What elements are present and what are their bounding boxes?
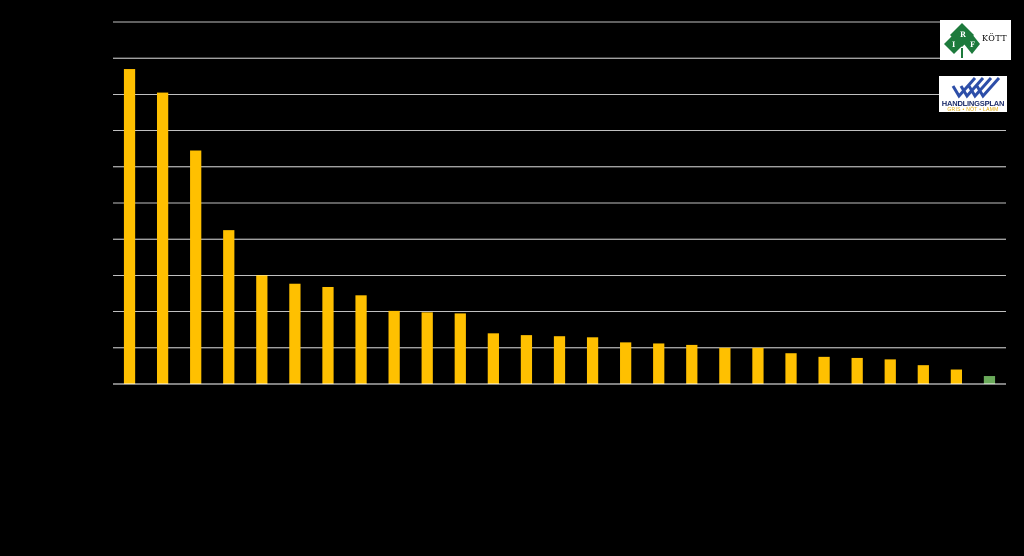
kott-logo-text: KÖTT [982, 34, 1008, 43]
bar [719, 347, 731, 384]
bar [156, 92, 169, 384]
bars [123, 69, 996, 384]
bar-highlight [983, 376, 996, 384]
bar [851, 357, 863, 384]
bar [223, 230, 235, 384]
bar [884, 359, 896, 384]
irf-tree-logo-icon: R I F [944, 23, 980, 58]
bar [454, 313, 466, 384]
bar [355, 295, 367, 384]
bar [818, 356, 830, 384]
bar [487, 333, 499, 384]
bar [190, 150, 202, 384]
handlingsplan-logo-subtext: GRIS • NÖT • LAMM [947, 107, 999, 113]
bar [686, 344, 698, 384]
bar [256, 275, 268, 384]
kott-logo: R I F KÖTT [940, 20, 1011, 60]
svg-text:R: R [960, 30, 966, 39]
handlingsplan-logo: HANDLINGSPLAN GRIS • NÖT • LAMM [939, 76, 1007, 113]
bar [553, 336, 566, 384]
bar [289, 283, 301, 384]
svg-text:F: F [970, 40, 975, 49]
bar [322, 286, 334, 384]
bar [917, 365, 929, 384]
bar [752, 347, 764, 384]
bar [421, 312, 433, 384]
bar [586, 337, 599, 384]
handlingsplan-logo-text: HANDLINGSPLAN [941, 99, 1005, 108]
bar [520, 335, 533, 384]
bar [653, 343, 665, 384]
bar [785, 353, 797, 384]
bar [950, 369, 963, 384]
gridlines [113, 21, 1006, 349]
checkmark-logo-icon [939, 76, 1007, 100]
bar [620, 342, 632, 384]
bar [123, 69, 136, 384]
svg-text:I: I [952, 40, 955, 49]
bar [388, 310, 400, 384]
